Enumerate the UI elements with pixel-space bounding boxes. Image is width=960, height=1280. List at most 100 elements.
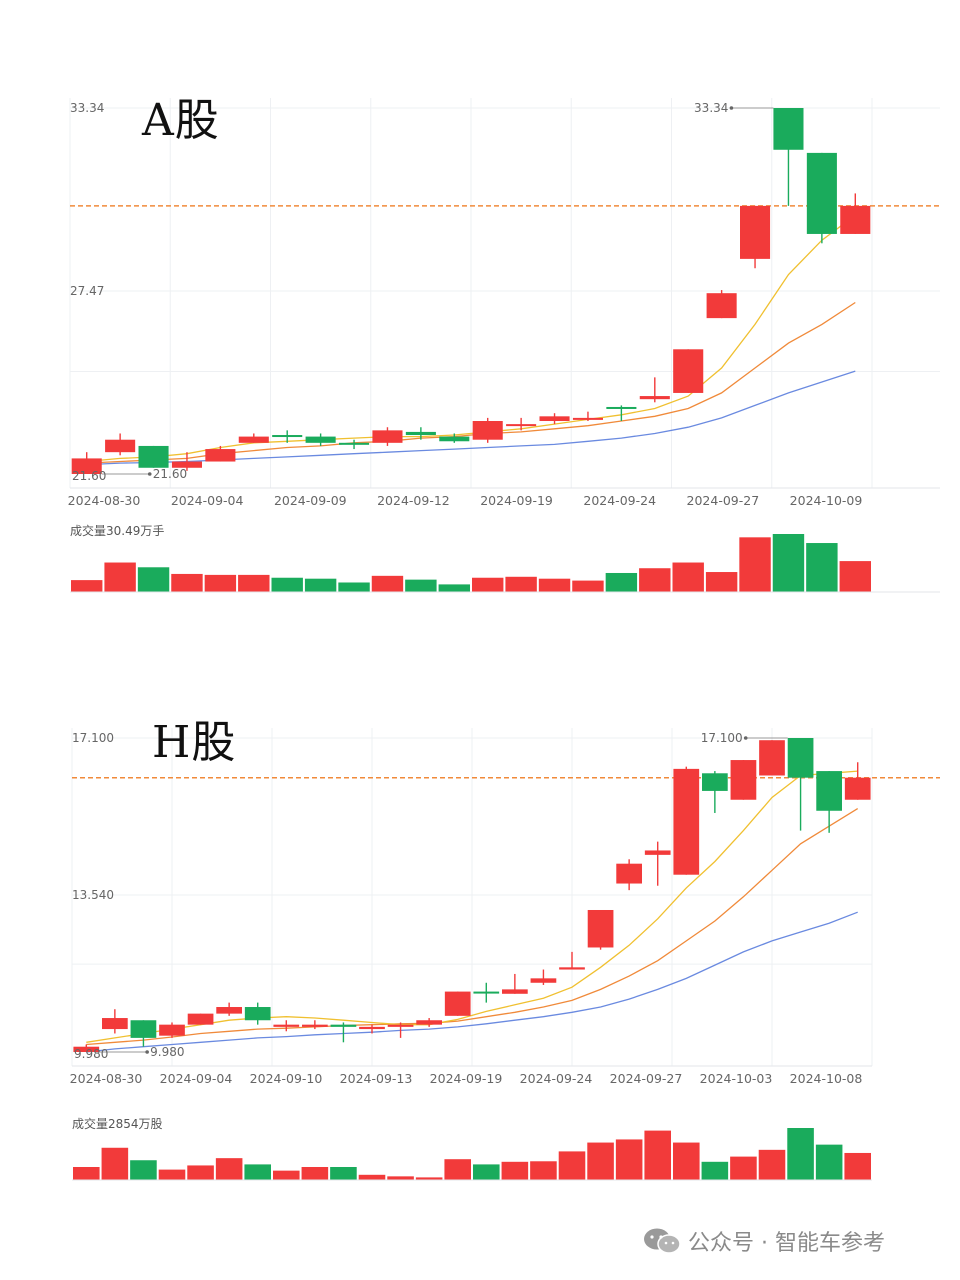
ma5-line — [86, 214, 856, 463]
footer-watermark: 公众号 · 智能车参考 — [642, 1224, 885, 1258]
candle-body — [787, 738, 814, 778]
y-tick-label-mid: 27.47 — [70, 284, 104, 298]
x-tick-label: 2024-09-19 — [430, 1071, 503, 1086]
candle-body — [187, 1013, 214, 1025]
candle-body — [673, 349, 704, 393]
candle-body — [759, 740, 785, 776]
volume-bar — [701, 1161, 729, 1180]
volume-bar — [330, 1167, 357, 1180]
volume-bar — [358, 1174, 386, 1180]
x-tick-label: 2024-08-30 — [70, 1071, 143, 1086]
chart-a: 33.34 27.47 33.34 21.60 21.60 2024-08-30 2024-… — [68, 98, 940, 593]
candle-body — [473, 991, 500, 994]
candle-body — [506, 424, 537, 427]
volume-bar — [204, 574, 237, 592]
volume-bar — [304, 578, 337, 592]
candle-body — [773, 108, 804, 150]
chart-a-volume-label: 成交量30.49万手 — [70, 524, 165, 538]
candle-body — [138, 445, 169, 468]
low-tag-label: 9.980 — [150, 1045, 184, 1059]
candle-body — [816, 771, 842, 811]
volume-bar — [473, 1164, 500, 1180]
volume-bar — [839, 561, 871, 592]
wechat-icon — [644, 1228, 681, 1254]
candle-body — [405, 431, 436, 436]
ma10-line — [86, 808, 859, 1046]
volume-bar — [505, 576, 537, 592]
candle-body — [572, 417, 603, 420]
candle-body — [273, 1024, 300, 1027]
x-tick-label: 2024-09-24 — [583, 493, 656, 508]
candle-body — [530, 978, 557, 983]
x-tick-label: 2024-09-04 — [160, 1071, 233, 1086]
volume-bar — [215, 1158, 243, 1180]
volume-bar — [301, 1167, 329, 1180]
x-tick-label: 2024-09-09 — [274, 493, 347, 508]
candle-body — [159, 1024, 185, 1036]
footer-text: 公众号 · 智能车参考 — [688, 1231, 885, 1256]
x-tick-label: 2024-09-24 — [520, 1071, 593, 1086]
candle-body — [559, 967, 585, 970]
candle-body — [73, 1046, 100, 1052]
x-tick-label: 2024-09-27 — [687, 493, 760, 508]
volume-bar — [101, 1147, 129, 1180]
x-tick-label: 2024-09-13 — [340, 1071, 413, 1086]
candle-body — [171, 461, 202, 468]
candle-body — [216, 1007, 242, 1014]
candle-body — [587, 909, 614, 948]
volume-bar — [605, 572, 638, 592]
ma20-line — [86, 911, 858, 1053]
volume-bar — [187, 1165, 214, 1180]
volume-bar — [71, 580, 103, 592]
volume-bar — [787, 1128, 814, 1180]
candle-body — [539, 416, 570, 422]
volume-bar — [815, 1144, 843, 1180]
candle-body — [71, 458, 102, 474]
volume-bar — [587, 1142, 614, 1180]
candle-body — [644, 850, 671, 855]
volume-bar — [371, 575, 404, 592]
x-tick-label: 2024-10-08 — [790, 1071, 863, 1086]
candle-body — [238, 436, 269, 443]
candle-body — [740, 205, 771, 259]
volume-bar — [158, 1169, 186, 1180]
candle-body — [502, 989, 528, 994]
volume-bar — [772, 534, 805, 592]
chart-h-title: H股 — [152, 717, 237, 768]
volume-bar — [405, 579, 437, 592]
volume-bar — [644, 1130, 671, 1180]
candle-body — [840, 205, 871, 234]
candle-body — [444, 991, 471, 1016]
volume-bar — [104, 562, 136, 592]
volume-bar — [273, 1170, 300, 1180]
x-tick-label: 2024-09-04 — [171, 493, 244, 508]
volume-bar — [244, 1164, 271, 1180]
low-tag-dot — [145, 1050, 149, 1054]
volume-bar — [73, 1167, 100, 1180]
volume-bar — [639, 568, 671, 592]
candle-body — [416, 1020, 442, 1025]
ma5-line — [86, 770, 858, 1043]
candle-body — [105, 439, 136, 453]
high-tag-dot — [729, 106, 734, 110]
y-tick-label-mid: 13.540 — [72, 888, 114, 902]
x-tick-label: 2024-08-30 — [68, 493, 141, 508]
volume-bar — [572, 580, 604, 592]
high-tag-label: 33.34 — [694, 101, 728, 115]
x-tick-label: 2024-09-12 — [377, 493, 450, 508]
volume-bar — [672, 562, 704, 592]
volume-bar — [673, 1142, 700, 1180]
y-tick-label-low: 9.980 — [74, 1047, 108, 1061]
candle-body — [673, 768, 700, 875]
candle-body — [372, 430, 403, 443]
volume-bar — [501, 1161, 529, 1180]
volume-bar — [438, 584, 470, 592]
candle-body — [305, 436, 336, 443]
candle-body — [244, 1007, 271, 1021]
volume-bar — [806, 543, 838, 592]
candle-body — [102, 1018, 128, 1030]
candle-body — [205, 449, 236, 462]
x-tick-label: 2024-09-19 — [480, 493, 553, 508]
volume-bar — [758, 1149, 786, 1180]
volume-bar — [171, 573, 203, 592]
